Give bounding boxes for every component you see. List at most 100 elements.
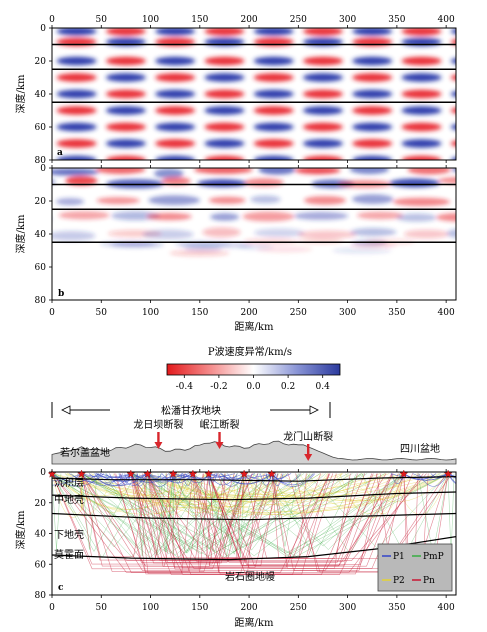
ray-pmp bbox=[236, 473, 245, 558]
panel-a-ytick-label: 80 bbox=[35, 156, 47, 166]
anomaly-cell bbox=[446, 228, 456, 238]
anomaly-cell bbox=[352, 28, 393, 36]
ray-p1 bbox=[52, 473, 82, 482]
anomaly-cell bbox=[401, 155, 442, 160]
panel-b-xtick-label: 250 bbox=[290, 308, 307, 318]
anomaly-cell bbox=[294, 168, 341, 175]
anomaly-cell bbox=[56, 155, 97, 160]
ray-pmp bbox=[130, 473, 441, 554]
panel-a-xtick-label: 250 bbox=[290, 15, 307, 25]
ray-pmp bbox=[81, 473, 98, 550]
anomaly-cell bbox=[253, 122, 294, 132]
anomaly-cell bbox=[332, 247, 392, 254]
panel-b-x-ticks: 0 50 100 150 200 250 300 350 400 bbox=[49, 165, 455, 318]
panel-c-ytick-label: 40 bbox=[35, 530, 47, 540]
panel-b-xtick-label: 150 bbox=[191, 308, 208, 318]
panel-a-y-ticks: 0 20 40 60 80 bbox=[35, 24, 52, 166]
anomaly-cell bbox=[401, 139, 442, 148]
panel-a-ytick-label: 40 bbox=[35, 90, 47, 100]
anomaly-cell bbox=[155, 28, 196, 36]
ray-p1 bbox=[52, 473, 100, 482]
ray-pn bbox=[81, 473, 387, 571]
panel-b-xtick-label: 100 bbox=[142, 308, 159, 318]
anomaly-cell bbox=[302, 56, 343, 66]
legend-box bbox=[377, 543, 453, 592]
ray-p1 bbox=[131, 473, 194, 483]
anomaly-cell bbox=[401, 106, 442, 115]
anomaly-cell bbox=[105, 56, 146, 66]
panel-b-xtick-label: 200 bbox=[240, 308, 257, 318]
panel-a-ytick-label: 0 bbox=[40, 24, 46, 34]
anomaly-cell bbox=[204, 73, 245, 82]
ray-pn bbox=[295, 473, 405, 572]
anomaly-cell bbox=[204, 155, 245, 160]
anomaly-cell bbox=[155, 122, 196, 132]
anomaly-cell bbox=[204, 28, 245, 36]
anomaly-cell bbox=[52, 179, 56, 184]
legend-label: Pn bbox=[423, 576, 435, 586]
anomaly-cell bbox=[392, 197, 450, 207]
panel-a-ytick-label: 60 bbox=[35, 123, 47, 133]
anomaly-cell bbox=[155, 89, 196, 99]
panel-c-xtick-label: 100 bbox=[142, 603, 159, 613]
anomaly-cell bbox=[401, 73, 442, 82]
anomaly-cell bbox=[450, 58, 456, 64]
legend-label: PmP bbox=[423, 552, 444, 562]
fault-label: 龙门山断裂 bbox=[283, 430, 333, 443]
anomaly-cell bbox=[204, 56, 245, 66]
anomaly-cell bbox=[352, 122, 393, 132]
panel-c-label: c bbox=[58, 583, 64, 593]
panel-c-ytick-label: 0 bbox=[40, 468, 46, 478]
anomaly-cell bbox=[204, 106, 245, 115]
station-star bbox=[143, 469, 152, 478]
panel-a-xtick-label: 400 bbox=[438, 15, 455, 25]
fault-marker-head bbox=[304, 454, 313, 461]
panel-a-checkerboard bbox=[56, 28, 456, 160]
panel-c-y-ticks: 0 20 40 60 80 bbox=[35, 468, 52, 601]
ray-pmp bbox=[104, 473, 194, 554]
ray-pn bbox=[130, 473, 265, 558]
anomaly-cell bbox=[0, 166, 1, 174]
panel-b: 0 50 100 150 200 250 300 350 400 0 20 40 60 80 深度/km… bbox=[0, 164, 457, 333]
ray-pn bbox=[271, 473, 382, 571]
anomaly-cell bbox=[202, 227, 241, 238]
anomaly-cell bbox=[451, 168, 456, 172]
anomaly-cell bbox=[352, 106, 393, 115]
anomaly-cell bbox=[0, 177, 6, 185]
anomaly-cell bbox=[153, 168, 184, 179]
fault-marker-head bbox=[215, 442, 224, 449]
ray-p1 bbox=[218, 473, 245, 487]
ray-pmp bbox=[147, 473, 300, 547]
panel-c-ytick-label: 20 bbox=[35, 499, 47, 509]
anomaly-cell bbox=[302, 155, 343, 160]
checkerboard-cells bbox=[56, 28, 456, 160]
anomaly-cell bbox=[293, 211, 349, 220]
legend-label: P1 bbox=[393, 552, 405, 562]
anomaly-cell bbox=[401, 89, 442, 99]
anomaly-cell bbox=[253, 106, 294, 115]
anomaly-cell bbox=[450, 74, 456, 81]
station-star bbox=[126, 469, 135, 478]
panel-a-xtick-label: 100 bbox=[142, 15, 159, 25]
layer-label-sediment: 沉积层 bbox=[54, 476, 84, 489]
colorbar-ticks: -0.4 -0.2 0.0 0.2 0.4 bbox=[176, 375, 330, 392]
panel-b-xtick-label: 400 bbox=[438, 308, 455, 318]
anomaly-cell bbox=[352, 89, 393, 99]
panel-c-x-ticks: 0 50 100 150 200 250 300 350 400 bbox=[49, 469, 455, 613]
region-title: 松潘甘孜地块 bbox=[161, 404, 221, 417]
ray-p2 bbox=[172, 473, 215, 517]
ray-p2 bbox=[173, 473, 314, 503]
anomaly-cell bbox=[210, 213, 240, 221]
anomaly-cell bbox=[95, 168, 146, 174]
basin-right-label: 四川盆地 bbox=[400, 442, 440, 455]
panel-b-xlabel: 距离/km bbox=[235, 320, 274, 333]
anomaly-cell bbox=[356, 211, 404, 220]
anomaly-cell bbox=[450, 157, 456, 160]
panel-b-label: b bbox=[58, 289, 64, 299]
station-star bbox=[443, 469, 453, 478]
ray-p2 bbox=[81, 473, 83, 511]
anomaly-cell bbox=[208, 196, 246, 204]
anomaly-cell bbox=[56, 122, 97, 132]
anomaly-cell bbox=[450, 140, 456, 147]
